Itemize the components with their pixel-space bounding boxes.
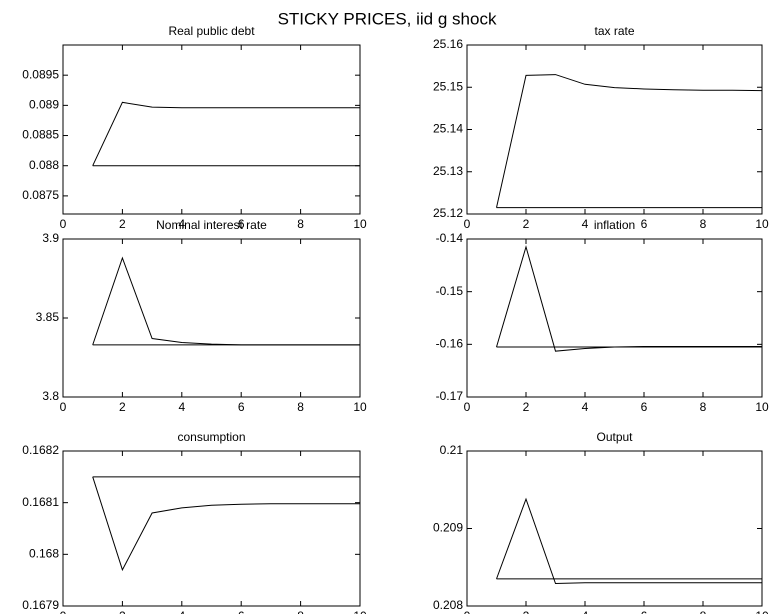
figure-title: STICKY PRICES, iid g shock [278, 9, 497, 28]
subplot-title: Output [596, 430, 633, 444]
x-tick-label: 2 [523, 609, 530, 614]
x-tick-label: 10 [755, 400, 769, 414]
y-tick-label: 0.21 [440, 443, 464, 457]
axes-box [466, 44, 763, 215]
y-tick-label: 0.089 [29, 98, 59, 112]
y-tick-label: 0.208 [433, 598, 463, 612]
x-tick-label: 2 [523, 217, 530, 231]
x-tick-label: 4 [178, 217, 185, 231]
x-tick-label: 2 [523, 400, 530, 414]
x-tick-label: 2 [119, 609, 126, 614]
series-line [496, 74, 763, 208]
y-tick-label: 0.0895 [22, 67, 59, 81]
y-tick-label: 25.15 [433, 79, 463, 93]
x-tick-label: 0 [60, 217, 67, 231]
y-tick-label: 3.9 [42, 231, 59, 245]
x-tick-label: 2 [119, 217, 126, 231]
y-tick-label: 0.088 [29, 158, 59, 172]
x-tick-label: 8 [297, 400, 304, 414]
y-tick-label: 3.85 [36, 310, 60, 324]
y-tick-label: -0.15 [436, 284, 464, 298]
y-tick-label: 25.13 [433, 164, 463, 178]
x-tick-label: 4 [582, 217, 589, 231]
axes-box [62, 238, 361, 398]
x-tick-label: 8 [700, 609, 707, 614]
x-tick-label: 6 [641, 609, 648, 614]
subplot-title: tax rate [594, 24, 634, 38]
x-tick-label: 10 [353, 217, 367, 231]
x-tick-label: 8 [297, 217, 304, 231]
series-line [92, 101, 360, 166]
x-tick-label: 8 [297, 609, 304, 614]
x-tick-label: 0 [60, 400, 67, 414]
axes-box [466, 450, 763, 607]
y-tick-label: 0.1679 [22, 598, 59, 612]
y-tick-label: -0.16 [436, 337, 464, 351]
x-tick-label: 0 [464, 400, 471, 414]
axes-box [62, 450, 361, 607]
y-tick-label: 0.0875 [22, 188, 59, 202]
x-tick-label: 0 [464, 217, 471, 231]
x-tick-label: 6 [641, 400, 648, 414]
y-tick-label: 0.0885 [22, 128, 59, 142]
y-tick-label: 0.209 [433, 521, 463, 535]
x-tick-label: 0 [464, 609, 471, 614]
x-tick-label: 8 [700, 217, 707, 231]
y-tick-label: 25.12 [433, 206, 463, 220]
y-tick-label: 25.14 [433, 122, 463, 136]
subplot-title: Real public debt [168, 24, 255, 38]
y-tick-label: -0.14 [436, 231, 464, 245]
x-tick-label: 10 [353, 400, 367, 414]
x-tick-label: 10 [755, 609, 769, 614]
subplot-title: consumption [177, 430, 245, 444]
series-line [496, 497, 762, 585]
x-tick-label: 10 [755, 217, 769, 231]
x-tick-label: 6 [238, 400, 245, 414]
x-tick-label: 0 [60, 609, 67, 614]
x-tick-label: 6 [238, 609, 245, 614]
x-tick-label: 6 [641, 217, 648, 231]
x-tick-label: 4 [582, 400, 589, 414]
x-tick-label: 2 [119, 400, 126, 414]
x-tick-label: 10 [353, 609, 367, 614]
series-line [92, 476, 360, 572]
x-tick-label: 4 [582, 609, 589, 614]
y-tick-label: 0.1681 [22, 495, 59, 509]
x-tick-label: 6 [238, 217, 245, 231]
axes-box [62, 44, 361, 215]
subplot-title: inflation [594, 218, 635, 232]
axes-box [466, 238, 763, 398]
y-tick-label: -0.17 [436, 389, 464, 403]
x-tick-label: 4 [178, 609, 185, 614]
subplot-title: Nominal interest rate [156, 218, 267, 232]
x-tick-label: 8 [700, 400, 707, 414]
y-tick-label: 0.168 [29, 547, 59, 561]
y-tick-label: 25.16 [433, 37, 463, 51]
x-tick-label: 4 [178, 400, 185, 414]
y-tick-label: 3.8 [42, 389, 59, 403]
y-tick-label: 0.1682 [22, 443, 59, 457]
